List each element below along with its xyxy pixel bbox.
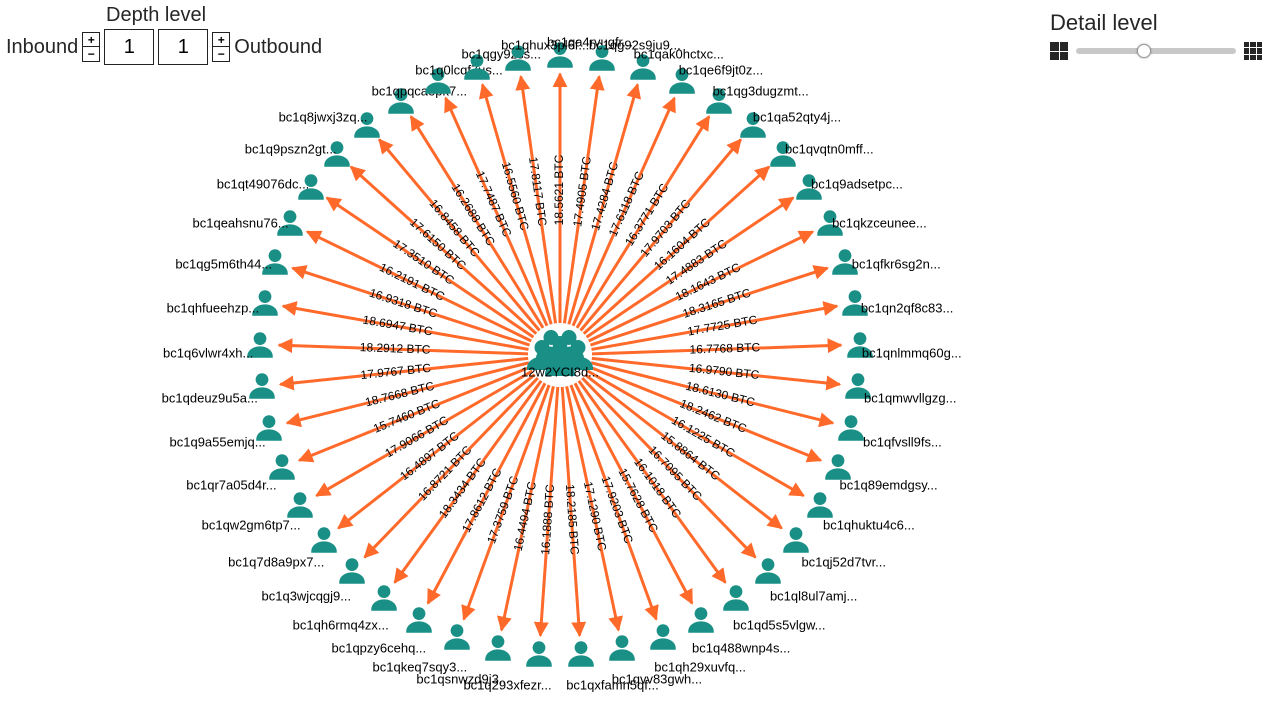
- wallet-node-label: bc1q488wnp4s...: [692, 643, 790, 656]
- wallet-node[interactable]: [605, 631, 639, 665]
- wallet-node[interactable]: [481, 631, 515, 665]
- wallet-node-label: bc1q9adsetpc...: [811, 178, 903, 191]
- wallet-node[interactable]: [779, 523, 813, 557]
- wallet-node-label: bc1qg3dugzmt...: [713, 85, 809, 98]
- wallet-node[interactable]: [335, 554, 369, 588]
- wallet-node-label: bc1qpzy6cehq...: [331, 643, 426, 656]
- wallet-node-label: bc1qak0hctxc...: [634, 49, 724, 62]
- wallet-node[interactable]: [367, 581, 401, 615]
- wallet-node[interactable]: [402, 603, 436, 637]
- edge-label: 16.9790 BTC: [688, 361, 760, 382]
- wallet-node-label: bc1qsnwzd9j3...: [416, 673, 509, 686]
- wallet-node-label: bc1qn2qf8c83...: [861, 303, 954, 316]
- edge-label: 17.9767 BTC: [360, 361, 432, 382]
- wallet-node-label: bc1ql8ul7amj...: [770, 590, 857, 603]
- wallet-node-label: bc1q6vlwr4xh...: [163, 347, 253, 360]
- wallet-node-label: bc1qg5m6th44...: [175, 259, 272, 272]
- wallet-node[interactable]: [440, 620, 474, 654]
- wallet-node-label: bc1qfkr6sg2n...: [852, 259, 941, 272]
- edge-label: 16.7768 BTC: [689, 340, 760, 356]
- wallet-node-label: bc1qnlmmq60g...: [862, 347, 962, 360]
- wallet-node-label: bc1q9a55emjq...: [170, 436, 266, 449]
- wallet-node[interactable]: [719, 581, 753, 615]
- wallet-node-label: bc1qr7a05d4r...: [186, 479, 276, 492]
- wallet-node-label: bc1q7d8a9px7...: [228, 557, 324, 570]
- wallet-node[interactable]: [646, 620, 680, 654]
- wallet-node-label: bc1qe6f9jt0z...: [679, 64, 764, 77]
- wallet-node[interactable]: [751, 554, 785, 588]
- wallet-node-label: bc1qxfamn5qf...: [566, 680, 659, 693]
- wallet-node-label: bc1qmwvllgzg...: [864, 392, 956, 405]
- wallet-node[interactable]: [522, 637, 556, 671]
- wallet-node[interactable]: [564, 637, 598, 671]
- wallet-node-label: bc1q89emdgsy...: [840, 479, 938, 492]
- wallet-node-label: bc1qkzceunee...: [832, 217, 927, 230]
- edge-label: 18.2912 BTC: [360, 340, 431, 356]
- edge-label: 18.2185 BTC: [563, 484, 582, 556]
- wallet-node-label: bc1qdeuz9u5a...: [162, 392, 258, 405]
- edge-label: 18.5621 BTC: [552, 154, 566, 225]
- wallet-node-label: bc1qd5s5vlgw...: [733, 619, 826, 632]
- wallet-node-label: bc1qw2gm6tp7...: [202, 520, 301, 533]
- wallet-node-label: bc1qkeq7sqy3...: [373, 661, 468, 674]
- transaction-graph[interactable]: 18.5621 BTC17.4905 BTC17.4284 BTC17.6118…: [0, 0, 1280, 720]
- wallet-node-label: bc1qeahsnu76...: [193, 217, 289, 230]
- wallet-node-label: bc1qhfueehzp...: [167, 303, 260, 316]
- wallet-node-label: bc1qhux3pl6f...: [501, 40, 589, 53]
- wallet-node-label: bc1qa52qty4j...: [753, 112, 841, 125]
- wallet-node[interactable]: [307, 523, 341, 557]
- wallet-node-label: bc1qt49076dc...: [217, 178, 310, 191]
- wallet-node-label: bc1q9pszn2gt...: [245, 143, 337, 156]
- wallet-node-label: bc1qj52d7tvr...: [801, 557, 886, 570]
- wallet-node-label: bc1q3wjcqgj9...: [262, 590, 352, 603]
- center-node-label: 12w2YCI8d...: [521, 367, 599, 380]
- wallet-node-label: bc1q8jwxj3zq...: [279, 112, 368, 125]
- wallet-node-label: bc1qvqtn0mff...: [785, 143, 874, 156]
- wallet-node-label: bc1qhuktu4c6...: [823, 520, 915, 533]
- edge-label: 17.8117 BTC: [526, 156, 550, 227]
- wallet-node-label: bc1qfvsll9fs...: [863, 436, 942, 449]
- edge-label: 16.1888 BTC: [538, 483, 557, 555]
- wallet-node[interactable]: [684, 603, 718, 637]
- edge-label: 17.4905 BTC: [570, 155, 594, 227]
- wallet-node-label: bc1qh6rmq4zx...: [293, 619, 389, 632]
